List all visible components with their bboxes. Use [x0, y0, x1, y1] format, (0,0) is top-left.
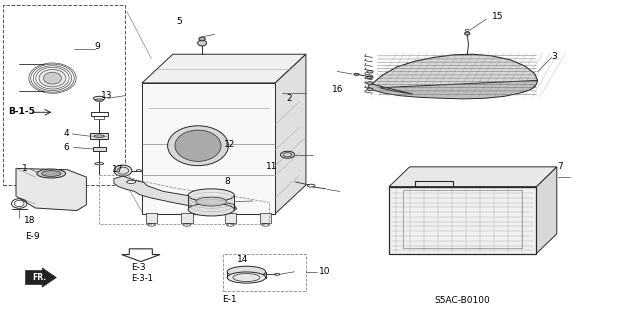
Bar — [90, 133, 108, 139]
Bar — [93, 147, 106, 151]
Bar — [94, 116, 104, 119]
Polygon shape — [122, 249, 160, 262]
Ellipse shape — [168, 126, 228, 166]
Polygon shape — [371, 54, 538, 97]
Ellipse shape — [44, 72, 61, 84]
Ellipse shape — [280, 151, 294, 158]
Text: 4: 4 — [63, 129, 69, 138]
Ellipse shape — [367, 88, 373, 91]
Ellipse shape — [114, 165, 132, 176]
Text: B-1-5: B-1-5 — [8, 107, 35, 116]
Polygon shape — [368, 80, 538, 99]
Text: E-9: E-9 — [26, 232, 40, 241]
Ellipse shape — [37, 169, 65, 178]
Ellipse shape — [223, 206, 232, 210]
Text: 14: 14 — [237, 256, 248, 264]
Text: 15: 15 — [492, 12, 503, 21]
Polygon shape — [26, 268, 56, 287]
Text: 13: 13 — [101, 91, 113, 100]
Text: 6: 6 — [63, 143, 69, 152]
Ellipse shape — [196, 197, 227, 206]
Text: 16: 16 — [332, 85, 343, 94]
Text: 8: 8 — [224, 177, 230, 186]
Text: 9: 9 — [95, 42, 100, 51]
Text: S5AC-B0100: S5AC-B0100 — [434, 296, 490, 305]
Ellipse shape — [127, 180, 136, 183]
Ellipse shape — [199, 37, 205, 41]
Ellipse shape — [367, 70, 373, 73]
Polygon shape — [142, 54, 306, 83]
Bar — [403, 190, 522, 248]
Ellipse shape — [227, 266, 266, 278]
Bar — [181, 213, 193, 223]
Ellipse shape — [42, 171, 61, 176]
Bar — [142, 83, 275, 214]
Bar — [225, 213, 236, 223]
Text: 5: 5 — [176, 17, 182, 26]
Text: 12: 12 — [224, 140, 236, 149]
Bar — [260, 213, 271, 223]
Polygon shape — [114, 176, 237, 212]
Bar — [146, 213, 157, 223]
Text: 17: 17 — [112, 165, 124, 174]
Ellipse shape — [354, 73, 359, 75]
Text: 7: 7 — [557, 162, 563, 171]
Text: 2: 2 — [287, 94, 292, 103]
Bar — [223, 254, 306, 291]
Text: E-3-1: E-3-1 — [131, 274, 153, 283]
Bar — [389, 187, 536, 254]
Text: FR.: FR. — [33, 273, 47, 282]
Text: 11: 11 — [266, 162, 277, 171]
Ellipse shape — [227, 272, 266, 283]
Text: 3: 3 — [552, 52, 557, 61]
Polygon shape — [275, 54, 306, 214]
Polygon shape — [389, 167, 557, 187]
Ellipse shape — [465, 32, 470, 35]
Bar — [3, 5, 125, 185]
Bar — [91, 112, 108, 116]
Text: E-3: E-3 — [131, 263, 146, 272]
Ellipse shape — [198, 40, 207, 46]
Ellipse shape — [367, 82, 373, 84]
Polygon shape — [16, 168, 86, 211]
Text: 1: 1 — [22, 164, 28, 173]
Bar — [389, 187, 536, 254]
Polygon shape — [536, 167, 557, 254]
Ellipse shape — [39, 69, 66, 87]
Ellipse shape — [175, 130, 221, 161]
Text: 10: 10 — [319, 267, 330, 276]
Text: E-1: E-1 — [222, 295, 236, 304]
Text: 18: 18 — [24, 216, 36, 225]
Ellipse shape — [188, 189, 234, 202]
Ellipse shape — [367, 76, 373, 78]
Ellipse shape — [188, 203, 234, 216]
